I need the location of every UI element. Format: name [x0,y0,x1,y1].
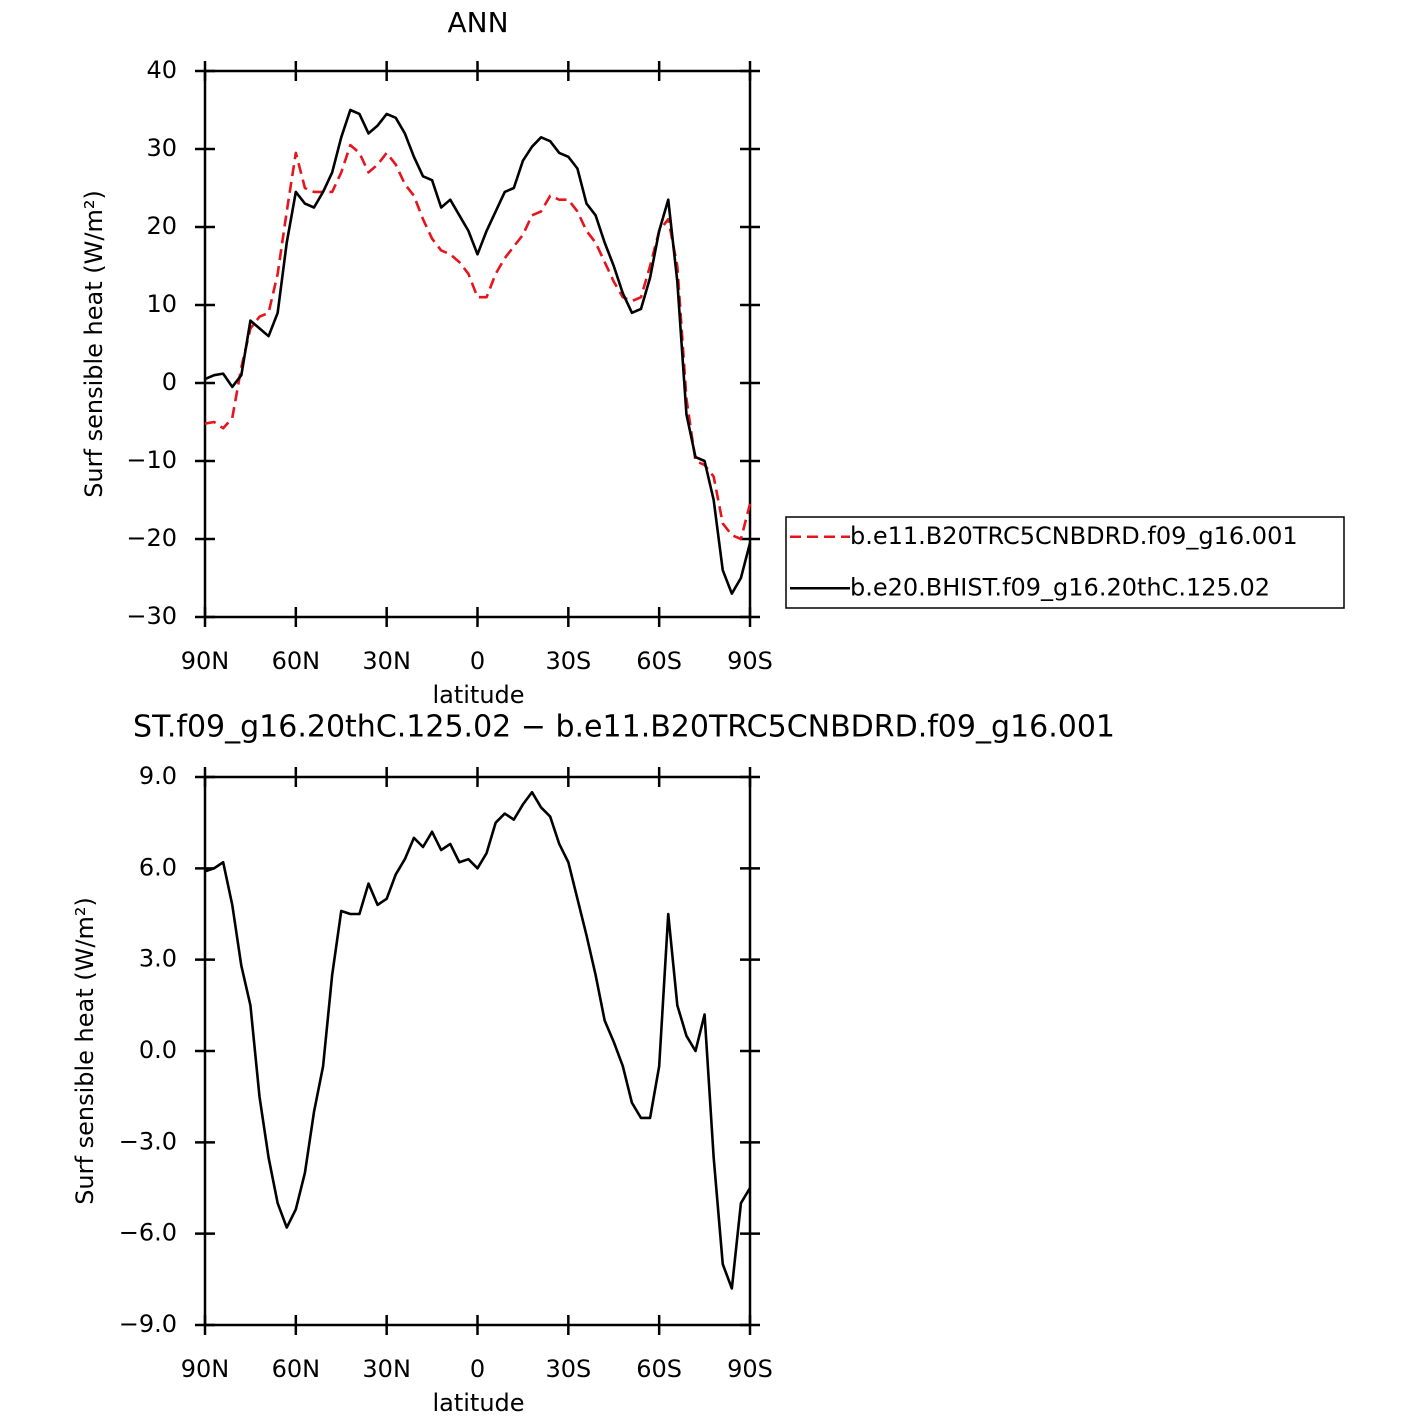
x-tick-label: 60N [272,1355,321,1383]
x-tick-label: 30S [545,1355,591,1383]
y-tick-label: −6.0 [119,1219,177,1247]
y-tick-label: 20 [146,212,177,240]
y-tick-label: 9.0 [139,762,177,790]
y-tick-label: 30 [146,134,177,162]
data-line [204,790,752,1290]
x-tick-label: 90N [181,647,230,675]
y-tick-label: 3.0 [139,945,177,973]
x-axis-label: latitude [432,1389,524,1417]
y-tick-label: 0 [162,368,177,396]
y-tick-label: 10 [146,290,177,318]
legend-label: b.e20.BHIST.f09_g16.20thC.125.02 [850,573,1270,601]
y-tick-label: −30 [126,602,177,630]
y-tick-label: 0.0 [139,1036,177,1064]
x-axis-label: latitude [432,681,524,709]
data-line [204,108,752,595]
y-tick-label: −9.0 [119,1310,177,1338]
y-tick-label: −20 [126,524,177,552]
y-tick-label: −3.0 [119,1127,177,1155]
y-tick-label: −10 [126,446,177,474]
x-tick-label: 30S [545,647,591,675]
chart-title: ANN [447,6,508,39]
plot-frame [203,775,752,1327]
x-tick-label: 60S [636,647,682,675]
x-tick-label: 0 [470,647,485,675]
y-axis-label: Surf sensible heat (W/m²) [80,190,108,498]
x-tick-label: 60S [636,1355,682,1383]
legend-box [785,516,1345,609]
y-axis-label: Surf sensible heat (W/m²) [71,897,99,1205]
x-tick-label: 60N [272,647,321,675]
x-tick-label: 30N [362,1355,411,1383]
x-tick-label: 30N [362,647,411,675]
legend-label: b.e11.B20TRC5CNBDRD.f09_g16.001 [850,522,1298,550]
x-tick-label: 90S [727,1355,773,1383]
y-tick-label: 40 [146,56,177,84]
y-tick-label: 6.0 [139,853,177,881]
plot-frame [203,69,752,619]
x-tick-label: 90N [181,1355,230,1383]
x-tick-label: 0 [470,1355,485,1383]
x-tick-label: 90S [727,647,773,675]
chart-title: ST.f09_g16.20thC.125.02 − b.e11.B20TRC5C… [133,710,1115,745]
